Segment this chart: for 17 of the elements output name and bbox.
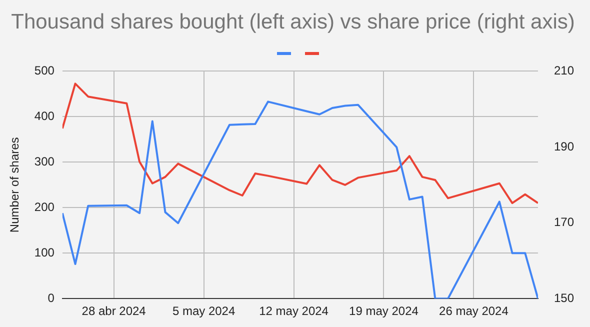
chart-title: Thousand shares bought (left axis) vs share price (right axis)	[11, 10, 575, 34]
y2-tick-label: 170	[554, 215, 574, 230]
y-tick-label: 400	[34, 108, 55, 123]
y-tick-label: 300	[34, 154, 55, 168]
x-tick-label: 5 may 2024	[172, 304, 236, 318]
y-tick-label: 0	[48, 290, 55, 305]
y2-tick-label: 210	[554, 64, 574, 78]
x-tick-label: 26 may 2024	[439, 304, 509, 318]
y-tick-label: 500	[34, 64, 55, 78]
y-tick-label: 100	[34, 245, 55, 260]
y2-tick-label: 150	[554, 290, 574, 305]
x-tick-label: 12 may 2024	[259, 304, 329, 318]
x-tick-label: 28 abr 2024	[82, 304, 146, 318]
y-tick-label: 200	[34, 200, 55, 214]
x-tick-label: 19 may 2024	[349, 304, 419, 318]
y-axis-title: Number of shares	[8, 137, 22, 233]
y2-tick-label: 190	[554, 139, 574, 154]
